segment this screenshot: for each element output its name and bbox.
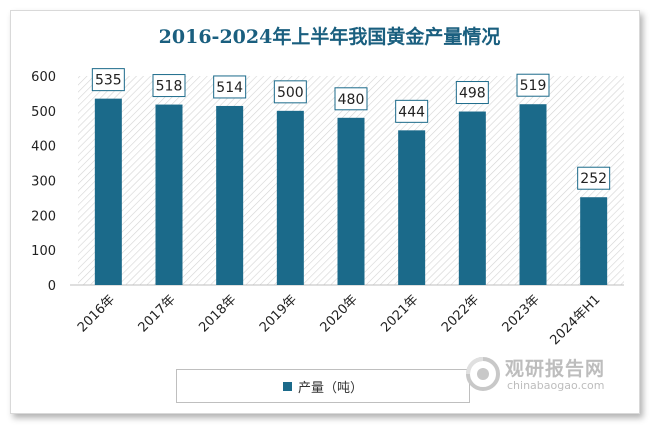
watermark-text: 观研报告网 [505, 358, 606, 380]
legend-label: 产量（吨） [297, 380, 363, 396]
legend-swatch [282, 381, 292, 391]
data-label: 480 [338, 92, 365, 108]
y-tick-label: 200 [31, 209, 56, 224]
data-label: 444 [398, 104, 425, 120]
x-tick-label: 2024年H1 [548, 292, 604, 348]
y-tick-label: 400 [31, 140, 56, 155]
watermark-logo-icon [466, 357, 500, 391]
data-label-box [395, 99, 429, 123]
data-label: 500 [277, 85, 304, 101]
data-label: 498 [459, 86, 486, 102]
x-tick-label: 2018年 [196, 292, 239, 335]
data-label-box [455, 81, 489, 105]
y-tick-label: 100 [31, 244, 56, 259]
x-tick-label: 2020年 [318, 292, 361, 335]
data-label-box [516, 73, 550, 97]
watermark-url: chinabaogao.com [507, 379, 605, 392]
data-label-box [273, 80, 307, 104]
y-tick-label: 0 [48, 279, 56, 294]
data-label-box [213, 75, 247, 99]
bar [398, 130, 426, 285]
y-tick-label: 500 [31, 105, 56, 120]
data-label-box [152, 74, 186, 98]
bar [458, 111, 486, 285]
data-label: 519 [520, 78, 547, 94]
bar [155, 104, 183, 286]
bar [94, 98, 122, 286]
data-label-box [334, 87, 368, 111]
legend: 产量（吨） [176, 369, 470, 403]
x-tick-label: 2021年 [378, 292, 421, 335]
bar [216, 105, 244, 285]
bar [519, 104, 547, 285]
y-tick-label: 300 [31, 175, 56, 190]
bar [580, 197, 608, 285]
chart-title: 2016-2024年上半年我国黄金产量情况 [158, 26, 501, 48]
data-label: 252 [580, 171, 607, 187]
watermark: 观研报告网 chinabaogao.com [465, 352, 640, 396]
bar [276, 110, 304, 285]
bar [337, 117, 365, 285]
x-tick-label: 2023年 [500, 292, 543, 335]
data-label: 514 [216, 80, 243, 96]
y-tick-label: 600 [31, 70, 56, 85]
data-label: 518 [156, 79, 183, 95]
x-tick-label: 2016年 [75, 292, 118, 335]
x-tick-label: 2019年 [257, 292, 300, 335]
data-label-box [577, 166, 611, 190]
x-tick-label: 2022年 [439, 292, 482, 335]
x-tick-label: 2017年 [136, 292, 179, 335]
data-label: 535 [95, 73, 122, 89]
data-label-box [91, 68, 125, 92]
